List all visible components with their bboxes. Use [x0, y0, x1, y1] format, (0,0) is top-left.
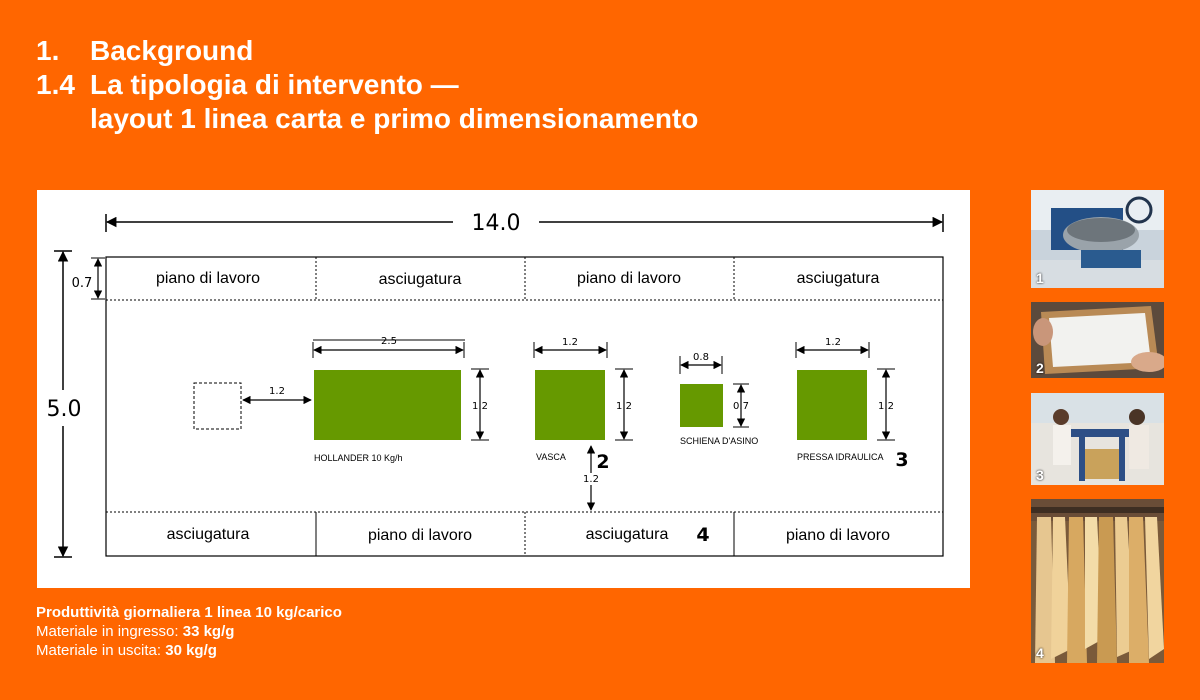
press-photo-image	[1031, 393, 1164, 485]
hollander-height-label: 1.2	[472, 401, 488, 412]
photo-label: 3	[1036, 467, 1044, 483]
hollander-name: HOLLANDER 10 Kg/h	[314, 453, 403, 463]
hollander-width-label: 2.5	[381, 336, 397, 347]
drying-area-marker: 4	[696, 524, 709, 546]
strip-height-dimension: 0.7	[72, 257, 105, 300]
top-strip-cell: piano di lavoro	[577, 270, 681, 287]
schiena-height-label: 0.7	[733, 401, 749, 412]
schiena-machine: 0.8 0.7 SCHIENA D'ASINO	[679, 352, 758, 446]
subsection-title: La tipologia di intervento —	[90, 69, 459, 100]
pressa-width-label: 1.2	[825, 337, 841, 348]
bottom-gap-label: 1.2	[583, 474, 599, 485]
bottom-strip: asciugatura piano di lavoro asciugatura …	[106, 511, 943, 556]
schiena-width-label: 0.8	[693, 352, 709, 363]
photo-drying: 4	[1031, 499, 1164, 663]
layout-diagram: 14.0 5.0 0.7 piano di lavoro asciugatura	[47, 211, 944, 558]
hollander-block	[314, 370, 461, 440]
productivity-line: Produttività giornaliera 1 linea 10 kg/c…	[36, 604, 342, 621]
output-material-label: Materiale in uscita:	[36, 642, 166, 659]
vasca-marker: 2	[596, 451, 609, 473]
bottom-strip-cell: asciugatura	[167, 526, 250, 543]
subsection-subtitle: layout 1 linea carta e primo dimensionam…	[90, 103, 699, 134]
drying-photo-image	[1031, 499, 1164, 663]
pressa-machine: 1.2 1.2 PRESSA IDRAULICA 3	[795, 337, 909, 471]
input-material-line: Materiale in ingresso: 33 kg/g	[36, 622, 342, 641]
bottom-gap-dimension: 1.2	[583, 445, 599, 511]
vasca-machine: 1.2 1.2 VASCA 2	[533, 337, 633, 473]
bottom-strip-cell: piano di lavoro	[786, 527, 890, 544]
subsection-number: 1.4	[36, 69, 75, 100]
input-material-label: Materiale in ingresso:	[36, 623, 183, 640]
vasca-height-label: 1.2	[616, 401, 632, 412]
hollander-machine: 2.5 1.2 HOLLANDER 10 Kg/h	[312, 336, 489, 463]
section-title: Background	[90, 35, 254, 66]
top-strip: piano di lavoro asciugatura piano di lav…	[106, 257, 943, 301]
output-material-line: Materiale in uscita: 30 kg/g	[36, 641, 342, 660]
schiena-block	[680, 384, 723, 427]
input-area-placeholder	[193, 382, 242, 430]
photo-press: 3	[1031, 393, 1164, 485]
vasca-block	[535, 370, 605, 440]
top-strip-cell: asciugatura	[379, 271, 462, 288]
photo-mould: 2	[1031, 302, 1164, 378]
bottom-strip-cell: piano di lavoro	[368, 527, 472, 544]
mould-photo-image	[1031, 302, 1164, 378]
page-title: 1. Background 1.4 La tipologia di interven…	[36, 34, 698, 136]
photo-hollander: 1	[1031, 190, 1164, 288]
total-width-dimension: 14.0	[105, 211, 944, 236]
pressa-name: PRESSA IDRAULICA	[797, 452, 884, 462]
left-gap-label: 1.2	[269, 386, 285, 397]
strip-height-label: 0.7	[72, 276, 93, 291]
top-strip-cell: asciugatura	[797, 270, 880, 287]
bottom-strip-cell: asciugatura	[586, 526, 669, 543]
photo-label: 2	[1036, 360, 1044, 376]
pressa-block	[797, 370, 867, 440]
vasca-width-label: 1.2	[562, 337, 578, 348]
total-width-label: 14.0	[472, 211, 521, 236]
top-strip-cell: piano di lavoro	[156, 270, 260, 287]
total-height-dimension: 5.0	[47, 250, 82, 558]
left-gap-dimension: 1.2	[242, 386, 312, 405]
hollander-photo-image	[1031, 190, 1164, 288]
schiena-name: SCHIENA D'ASINO	[680, 436, 758, 446]
input-material-value: 33 kg/g	[182, 623, 235, 640]
productivity-summary: Produttività giornaliera 1 linea 10 kg/c…	[36, 603, 342, 660]
output-material-value: 30 kg/g	[165, 642, 217, 659]
photo-label: 4	[1036, 645, 1044, 661]
pressa-height-label: 1.2	[878, 401, 894, 412]
pressa-marker: 3	[895, 449, 908, 471]
total-height-label: 5.0	[47, 397, 82, 422]
vasca-name: VASCA	[536, 452, 566, 462]
section-number: 1.	[36, 35, 60, 66]
photo-label: 1	[1036, 270, 1044, 286]
layout-diagram-panel: 14.0 5.0 0.7 piano di lavoro asciugatura	[37, 190, 970, 588]
